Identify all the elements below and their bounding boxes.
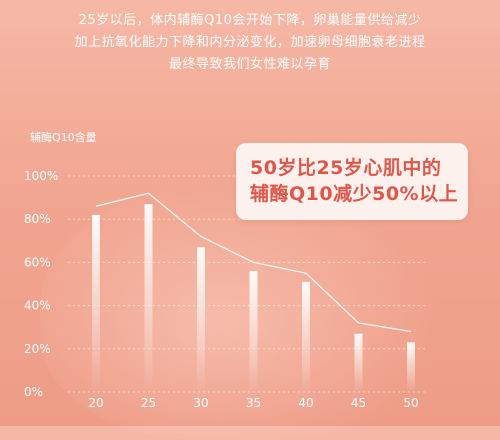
x-tick-label: 25	[141, 396, 156, 410]
bar	[249, 271, 258, 392]
y-tick-label: 0%	[24, 385, 43, 399]
y-axis-label: 辅酶Q10含量	[30, 130, 97, 144]
trend-line	[95, 192, 412, 333]
y-tick-label: 60%	[24, 255, 51, 269]
coq10-chart: 辅酶Q10含量 0% 20% 40% 60% 80% 100% 20 25 30 35 40 45 5…	[24, 130, 428, 410]
x-tick-label: 30	[193, 396, 208, 410]
bar	[92, 214, 100, 392]
y-tick-label: 20%	[24, 342, 51, 356]
intro-line-2: 加上抗氧化能力下降和内分泌变化，加速卵母细胞衰老进程	[74, 35, 426, 50]
chart-y-ticks: 0% 20% 40% 60% 80% 100%	[24, 169, 58, 399]
bar	[407, 342, 415, 392]
chart-trend-line	[95, 192, 412, 333]
background-figure	[40, 180, 440, 440]
chart-x-ticks: 20 25 30 35 40 45 50	[88, 396, 418, 410]
intro-line-3: 最终导致我们女性难以孕育	[168, 57, 331, 72]
y-tick-label: 80%	[24, 212, 51, 226]
x-tick-label: 35	[246, 396, 261, 410]
bar	[144, 204, 153, 392]
intro-line-1: 25岁以后，体内辅酶Q10会开始下降，卵巢能量供给减少	[78, 13, 422, 28]
callout-line-1: 50岁比25岁心肌中的	[250, 157, 442, 179]
y-tick-label: 40%	[24, 299, 51, 313]
y-tick-label: 100%	[24, 169, 58, 183]
chart-grid	[68, 175, 428, 393]
x-tick-label: 20	[88, 396, 103, 410]
bar	[354, 333, 363, 392]
x-tick-label: 45	[351, 396, 366, 410]
x-tick-label: 40	[298, 396, 313, 410]
chart-bars	[92, 204, 415, 392]
callout-box: 50岁比25岁心肌中的 辅酶Q10减少50%以上	[236, 143, 468, 220]
bar	[197, 247, 205, 392]
intro-text: 25岁以后，体内辅酶Q10会开始下降，卵巢能量供给减少 加上抗氧化能力下降和内分…	[0, 10, 500, 76]
callout-line-2: 辅酶Q10减少50%以上	[250, 183, 459, 205]
bar	[302, 281, 310, 392]
x-tick-label: 50	[403, 396, 418, 410]
